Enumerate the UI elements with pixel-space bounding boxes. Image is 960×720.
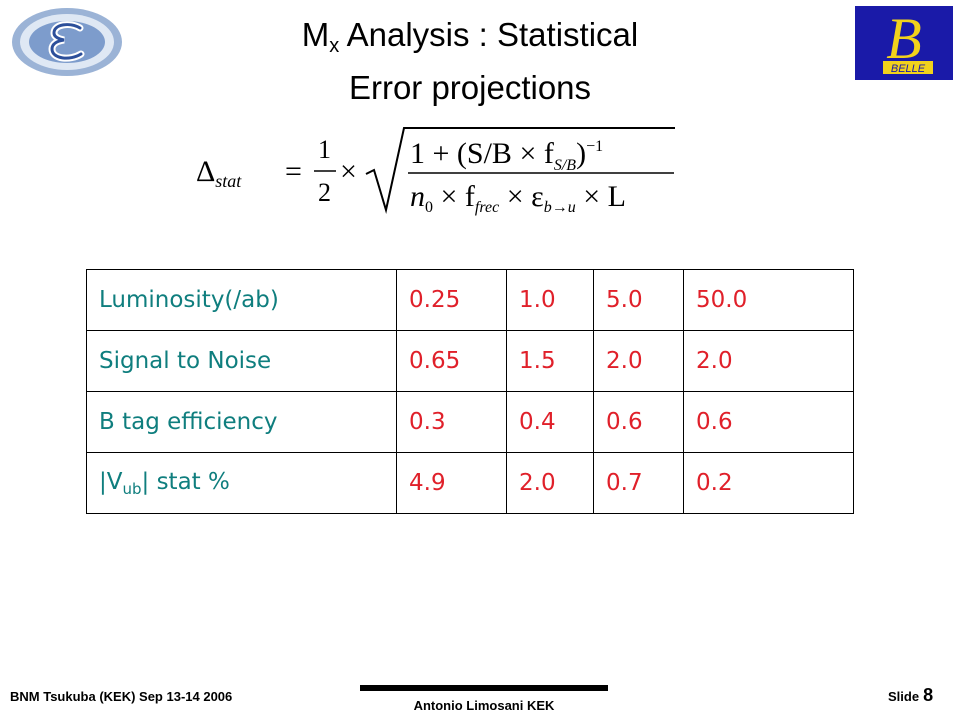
slide-number: Slide 8: [888, 685, 934, 705]
slide-title: Mx Analysis : Statistical Error projecti…: [180, 14, 760, 109]
row-label: B tag efficiency: [86, 391, 397, 453]
formula-times: ×: [340, 155, 357, 188]
table-cell: 0.6: [593, 391, 684, 453]
table-cell: 1.0: [506, 269, 594, 331]
table-cell: 2.0: [506, 452, 594, 514]
row-label: Signal to Noise: [86, 330, 397, 392]
table-cell: 0.65: [396, 330, 507, 392]
table-cell: 50.0: [683, 269, 854, 331]
table-cell: 0.3: [396, 391, 507, 453]
footer-author: Antonio Limosani KEK: [413, 698, 555, 713]
kek-logo: [12, 8, 122, 76]
table-cell: 2.0: [593, 330, 684, 392]
formula-lhs: Δstat: [196, 155, 242, 191]
footer-event: BNM Tsukuba (KEK) Sep 13-14 2006: [10, 689, 233, 704]
belle-logo-text: BELLE: [891, 63, 926, 75]
formula-half-num: 1: [318, 135, 331, 164]
formula-numerator: 1 + (S/B × fS/B)−1: [410, 137, 603, 174]
projection-table: Luminosity(/ab) 0.25 1.0 5.0 50.0 Signal…: [86, 269, 854, 514]
title-line-2: Error projections: [348, 69, 592, 106]
table-cell: 0.6: [683, 391, 854, 453]
table-cell: 4.9: [396, 452, 507, 514]
belle-logo-letter: B: [886, 6, 921, 71]
row-label: Luminosity(/ab): [86, 269, 397, 331]
table-row: |Vub| stat % 4.9 2.0 0.7 0.2: [86, 452, 854, 514]
title-line-1: Mx Analysis : Statistical: [301, 16, 639, 57]
table-cell: 5.0: [593, 269, 684, 331]
table-cell: 0.4: [506, 391, 594, 453]
formula-half-den: 2: [318, 178, 331, 207]
table-cell: 2.0: [683, 330, 854, 392]
table-row: Signal to Noise 0.65 1.5 2.0 2.0: [86, 330, 854, 392]
table-cell: 0.2: [683, 452, 854, 514]
footer-divider: [360, 685, 608, 691]
row-label: |Vub| stat %: [86, 452, 397, 514]
formula-denominator: n0 × ffrec × εb→u × L: [410, 180, 626, 216]
table-row: Luminosity(/ab) 0.25 1.0 5.0 50.0: [86, 269, 854, 331]
stat-error-formula: Δstat = 1 2 × 1 + (S/B × fS/B)−1 n0 × ff…: [196, 127, 675, 216]
belle-logo: B BELLE: [855, 6, 953, 80]
formula-equals: =: [285, 155, 302, 188]
table-cell: 1.5: [506, 330, 594, 392]
table-cell: 0.25: [396, 269, 507, 331]
table-cell: 0.7: [593, 452, 684, 514]
table-row: B tag efficiency 0.3 0.4 0.6 0.6: [86, 391, 854, 453]
